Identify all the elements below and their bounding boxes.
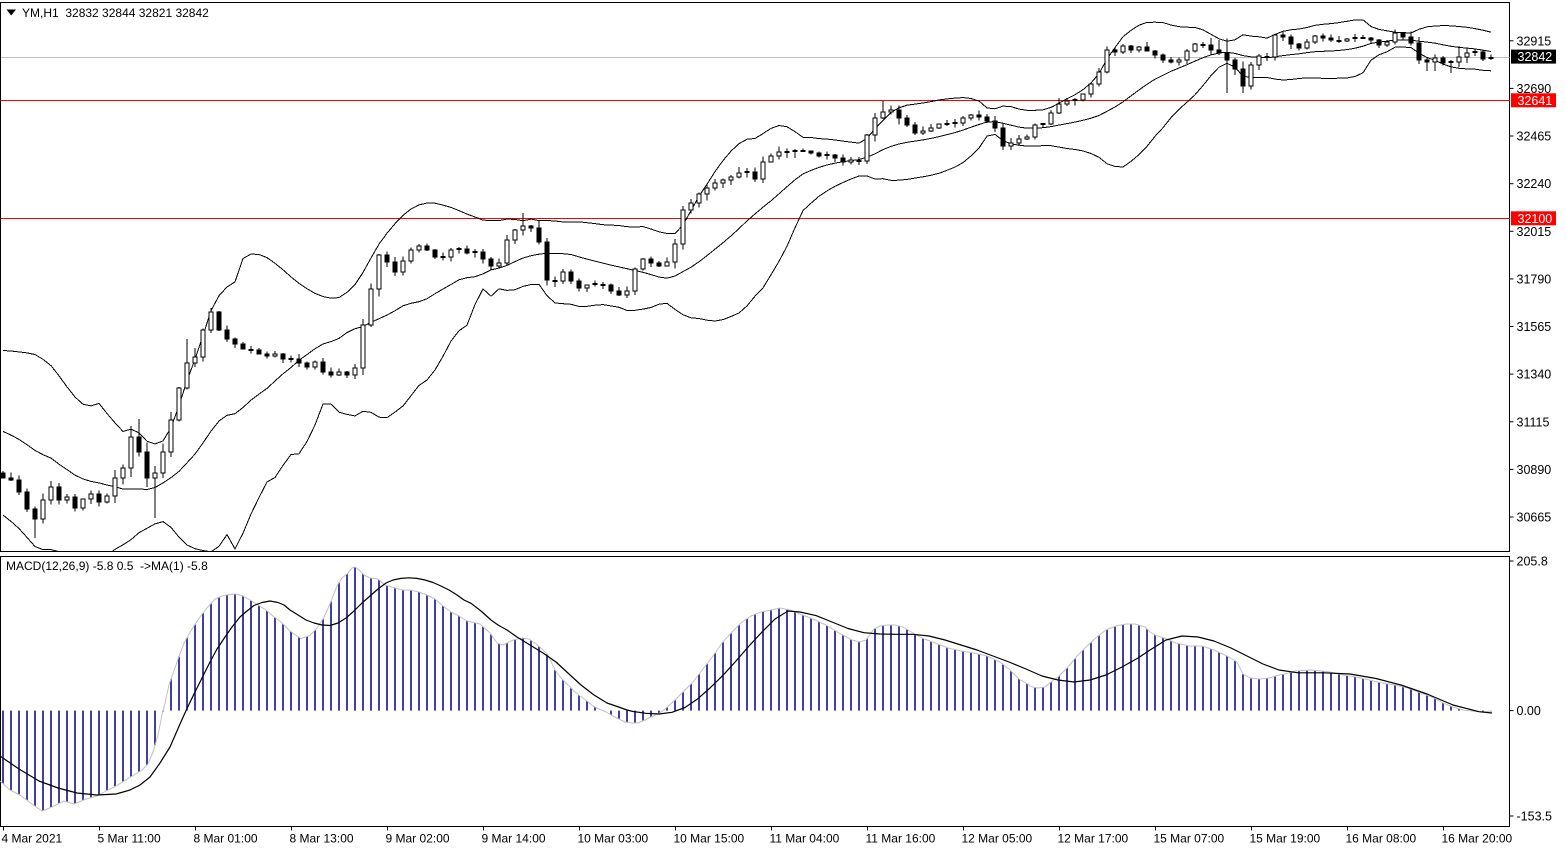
svg-text:8 Mar 01:00: 8 Mar 01:00: [194, 832, 258, 846]
svg-text:10 Mar 03:00: 10 Mar 03:00: [578, 832, 649, 846]
svg-text:31790: 31790: [1517, 272, 1552, 286]
svg-text:31340: 31340: [1517, 368, 1552, 382]
svg-text:MACD(12,26,9) -5.8 0.5 ->MA(1: MACD(12,26,9) -5.8 0.5 ->MA(1) -5.8: [6, 559, 208, 573]
svg-text:32240: 32240: [1517, 177, 1552, 191]
svg-text:205.8: 205.8: [1517, 555, 1548, 569]
svg-text:32842: 32842: [1518, 50, 1553, 64]
svg-text:30665: 30665: [1517, 511, 1552, 525]
svg-text:32465: 32465: [1517, 130, 1552, 144]
svg-text:12 Mar 05:00: 12 Mar 05:00: [962, 832, 1033, 846]
svg-text:16 Mar 08:00: 16 Mar 08:00: [1346, 832, 1417, 846]
svg-text:11 Mar 16:00: 11 Mar 16:00: [866, 832, 936, 846]
svg-text:12 Mar 17:00: 12 Mar 17:00: [1058, 832, 1129, 846]
svg-text:5 Mar 11:00: 5 Mar 11:00: [98, 832, 161, 846]
svg-text:10 Mar 15:00: 10 Mar 15:00: [674, 832, 745, 846]
svg-text:16 Mar 20:00: 16 Mar 20:00: [1442, 832, 1513, 846]
svg-text:32690: 32690: [1517, 82, 1552, 96]
svg-text:32641: 32641: [1518, 94, 1553, 108]
svg-text:32915: 32915: [1517, 34, 1552, 48]
svg-text:15 Mar 07:00: 15 Mar 07:00: [1154, 832, 1225, 846]
svg-text:32100: 32100: [1518, 212, 1553, 226]
svg-text:15 Mar 19:00: 15 Mar 19:00: [1250, 832, 1321, 846]
svg-text:4 Mar 2021: 4 Mar 2021: [2, 832, 63, 846]
svg-text:31115: 31115: [1517, 415, 1550, 429]
svg-text:9 Mar 02:00: 9 Mar 02:00: [386, 832, 450, 846]
svg-text:0.00: 0.00: [1517, 704, 1541, 718]
svg-text:9 Mar 14:00: 9 Mar 14:00: [482, 832, 546, 846]
svg-text:YM,H1 32832 32844 32821 32842: YM,H1 32832 32844 32821 32842: [22, 6, 209, 20]
svg-text:11 Mar 04:00: 11 Mar 04:00: [770, 832, 840, 846]
svg-text:30890: 30890: [1517, 463, 1552, 477]
svg-text:31565: 31565: [1517, 320, 1552, 334]
svg-text:32015: 32015: [1517, 225, 1552, 239]
svg-text:8 Mar 13:00: 8 Mar 13:00: [290, 832, 354, 846]
svg-text:-153.5: -153.5: [1517, 810, 1552, 824]
